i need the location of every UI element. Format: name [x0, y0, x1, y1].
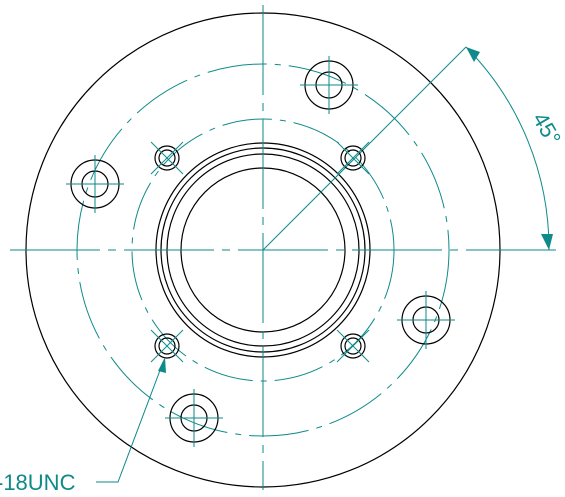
- radial-45-line: [262, 46, 467, 251]
- thread-leader-line: [96, 364, 163, 483]
- thread-label: -18UNC: [0, 470, 76, 495]
- angle-arrowhead-bottom: [541, 234, 553, 250]
- thread-leader-arrowhead: [158, 357, 166, 373]
- large-bolt-hole: [300, 56, 358, 114]
- small-threaded-hole: [150, 141, 184, 175]
- angle-label: 45°: [528, 108, 565, 149]
- angle-dimension-arc: [465, 46, 550, 251]
- large-bolt-hole: [165, 389, 223, 447]
- angle-arrowhead-top: [466, 47, 480, 62]
- large-bolt-hole: [66, 155, 124, 213]
- small-threaded-hole: [336, 141, 370, 175]
- small-threaded-hole: [336, 329, 370, 363]
- large-bolt-hole: [397, 291, 455, 349]
- small-threaded-hole: [150, 329, 184, 363]
